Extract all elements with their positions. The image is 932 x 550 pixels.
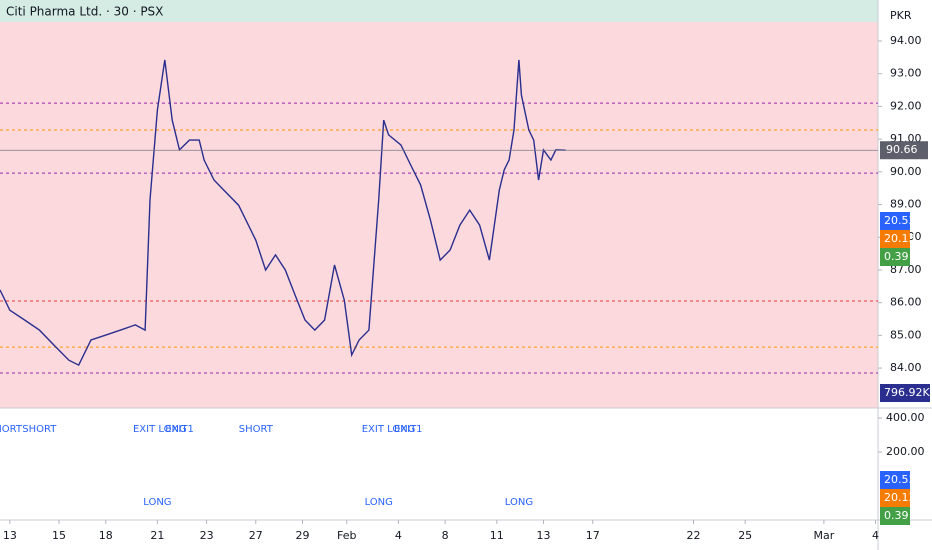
last-price-label: 90.66 <box>886 143 918 156</box>
signal-label: LONG <box>365 497 393 508</box>
signal-label: EXIT LONG <box>133 424 187 435</box>
volume-label: 796.92K <box>884 386 930 399</box>
x-tick-label: 29 <box>296 529 310 542</box>
x-tick-label: 18 <box>99 529 113 542</box>
indicator-badge <box>880 489 910 507</box>
x-tick-label: 22 <box>687 529 701 542</box>
y-tick-label: 94.00 <box>890 34 922 47</box>
header-bar <box>0 0 878 22</box>
x-tick-label: 13 <box>3 529 17 542</box>
x-tick-label: 17 <box>586 529 600 542</box>
y-tick-label: 89.00 <box>890 198 922 211</box>
indicator-badge <box>880 471 910 489</box>
signal-label: LONG <box>505 497 533 508</box>
x-tick-label: 11 <box>490 529 504 542</box>
signal-label: SHORT <box>0 424 23 435</box>
x-tick-label: 4 <box>395 529 402 542</box>
volume-badge <box>880 384 930 402</box>
lower-y-tick-label: 400.00 <box>886 411 925 424</box>
indicator-value: 0.39 <box>884 509 909 522</box>
signal-label: SHORT <box>22 424 57 435</box>
price-line <box>0 59 566 367</box>
currency: PKR <box>890 9 912 22</box>
indicator-badge <box>880 212 910 230</box>
signal-label: SHORT <box>239 424 274 435</box>
indicator-value: 0.39 <box>884 250 909 263</box>
x-tick-label: 8 <box>442 529 449 542</box>
indicator-badge <box>880 248 910 266</box>
y-tick-label: 90.00 <box>890 165 922 178</box>
x-tick-label: Mar <box>814 529 835 542</box>
y-tick-label: 85.00 <box>890 328 922 341</box>
last-price-badge <box>880 141 928 160</box>
y-tick-label: 93.00 <box>890 67 922 80</box>
signal-label: EXIT LONG <box>362 424 416 435</box>
x-tick-label: Feb <box>337 529 356 542</box>
signal-label: EXIT1 <box>165 424 194 435</box>
indicator-value: 20.13 <box>884 491 916 504</box>
indicator-value: 20.13 <box>884 232 916 245</box>
signal-label: EXIT1 <box>394 424 423 435</box>
y-tick-label: 87.00 <box>890 263 922 276</box>
x-tick-label: 13 <box>537 529 551 542</box>
x-tick-label: 15 <box>52 529 66 542</box>
x-tick-label: 27 <box>249 529 263 542</box>
x-tick-label: 21 <box>150 529 164 542</box>
x-tick-label: 4 <box>872 529 879 542</box>
y-tick-label: 86.00 <box>890 296 922 309</box>
indicator-badge <box>880 230 910 248</box>
x-tick-label: 25 <box>738 529 752 542</box>
x-tick-label: 23 <box>200 529 214 542</box>
y-tick-label: 92.00 <box>890 99 922 112</box>
indicator-value: 20.53 <box>884 473 916 486</box>
y-tick-label: 84.00 <box>890 361 922 374</box>
lower-y-tick-label: 200.00 <box>886 445 925 458</box>
price-pane <box>0 22 878 408</box>
chart-title: Citi Pharma Ltd. · 30 · PSX <box>6 5 163 19</box>
indicator-badge <box>880 507 910 525</box>
signal-label: LONG <box>143 497 171 508</box>
indicator-value: 20.53 <box>884 214 916 227</box>
